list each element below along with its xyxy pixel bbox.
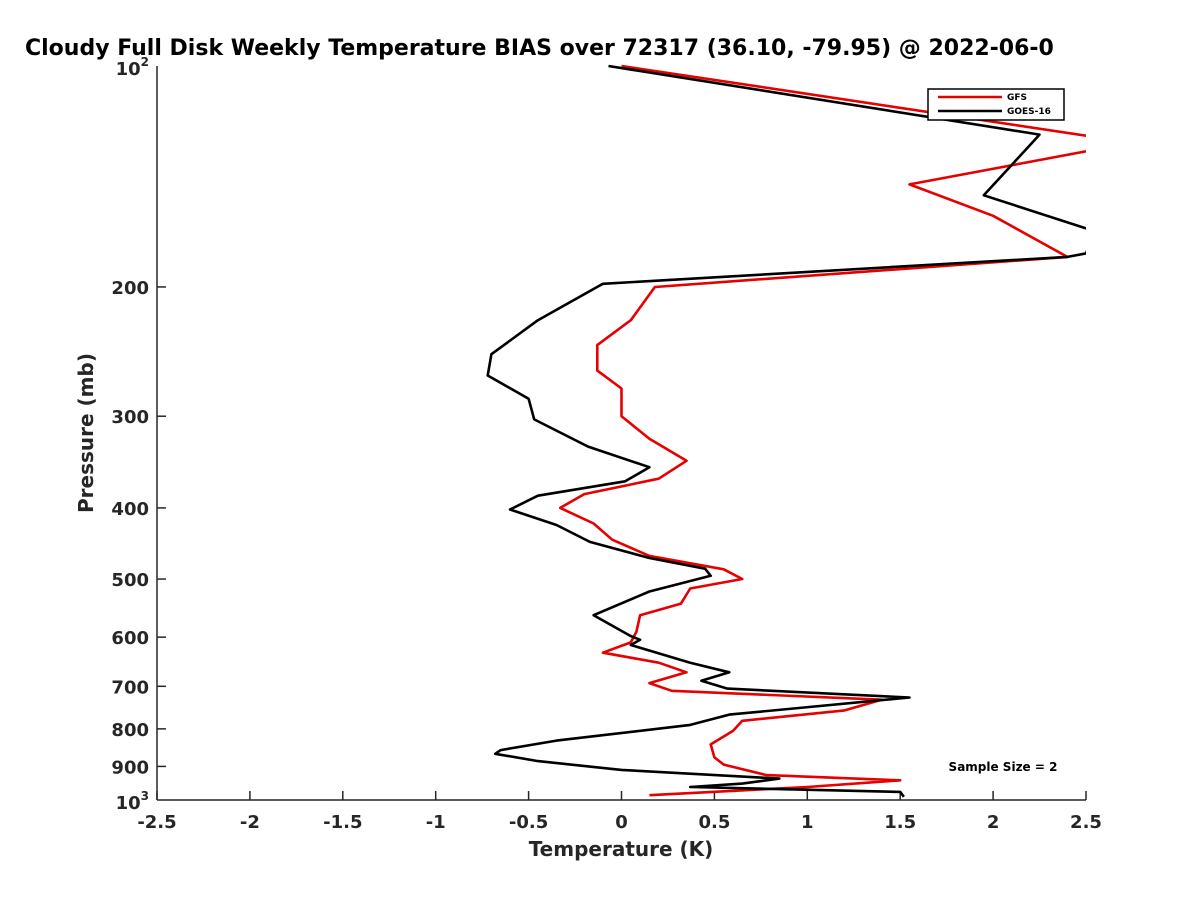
x-tick-label: 1 — [801, 812, 814, 833]
y-tick-label-top: 102 — [116, 55, 149, 80]
x-tick-label: 0.5 — [698, 812, 730, 833]
legend: GFS GOES-16 — [927, 88, 1065, 121]
plot-axes — [156, 66, 1086, 801]
legend-label: GOES-16 — [1007, 107, 1051, 117]
y-tick-label: 200 — [111, 278, 149, 299]
y-tick-label: 300 — [111, 407, 149, 428]
y-tick-label: 800 — [111, 720, 149, 741]
y-tick-label: 600 — [111, 628, 149, 649]
y-tick-label: 400 — [111, 499, 149, 520]
chart-title: Cloudy Full Disk Weekly Temperature BIAS… — [25, 36, 1054, 61]
series-layer — [486, 64, 1086, 798]
y-axis-ticks: 200 300 400 500 600 700 800 900 102 103 — [111, 55, 166, 814]
y-tick-label: 500 — [111, 570, 149, 591]
x-axis-ticks: -2.5 -2 -1.5 -1 -0.5 0 0.5 1 1.5 2 2.5 — [137, 791, 1102, 833]
x-tick-label: 2.5 — [1070, 812, 1102, 833]
legend-label: GFS — [1007, 93, 1027, 103]
x-tick-label: -1.5 — [323, 812, 362, 833]
y-tick-label: 900 — [111, 757, 149, 778]
y-tick-label-bottom: 103 — [116, 789, 149, 814]
x-tick-label: -0.5 — [509, 812, 548, 833]
y-tick-label: 700 — [111, 677, 149, 698]
x-tick-label: -2 — [240, 812, 260, 833]
x-tick-label: 0 — [615, 812, 628, 833]
sample-size-annotation: Sample Size = 2 — [949, 760, 1058, 774]
x-tick-label: -2.5 — [137, 812, 176, 833]
x-tick-label: 1.5 — [884, 812, 916, 833]
series-line-gfs — [558, 64, 1086, 797]
x-tick-label: -1 — [426, 812, 446, 833]
x-axis-label: Temperature (K) — [529, 837, 714, 861]
x-tick-label: 2 — [987, 812, 1000, 833]
series-line-goes-16 — [486, 64, 1086, 798]
y-axis-label: Pressure (mb) — [74, 353, 98, 513]
legend-box — [927, 88, 1065, 121]
